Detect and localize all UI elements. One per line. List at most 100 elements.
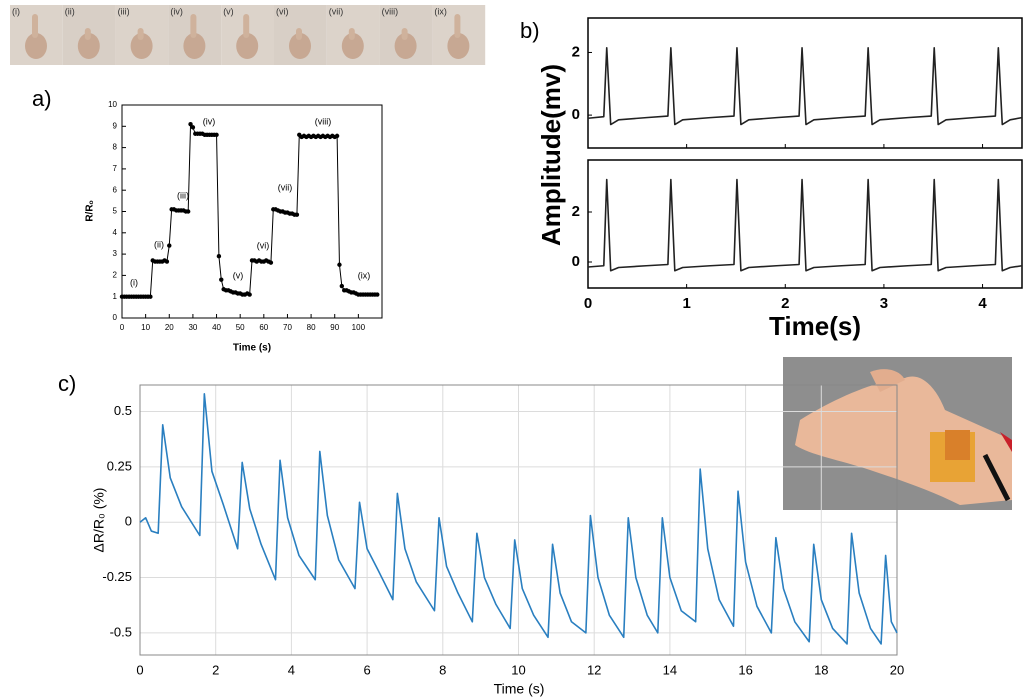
finger — [190, 14, 197, 38]
data-line — [122, 123, 378, 298]
y-tick-label: 8 — [113, 143, 118, 152]
x-tick-label: 6 — [363, 662, 370, 677]
y-tick-label: 2 — [113, 271, 118, 280]
x-tick-label: 16 — [738, 662, 752, 677]
x-tick-label: 0 — [584, 295, 592, 312]
hand-blob — [236, 33, 259, 59]
hand-blob — [394, 33, 417, 59]
gesture-label: (v) — [223, 6, 234, 16]
x-tick-label: 60 — [259, 323, 268, 332]
data-point — [247, 292, 252, 297]
finger — [296, 28, 302, 40]
clip — [1000, 432, 1012, 452]
y-tick-label: 0 — [113, 313, 118, 322]
hand-blob — [130, 33, 153, 59]
gesture-photo: (iii) — [115, 5, 169, 65]
x-tick-label: 18 — [814, 662, 828, 677]
gesture-label: (vii) — [329, 6, 344, 16]
x-tick-label: 8 — [439, 662, 446, 677]
hand-blob — [183, 33, 206, 59]
panel-label: a) — [32, 86, 52, 111]
x-tick-label: 100 — [352, 323, 366, 332]
y-tick-label: 9 — [113, 121, 118, 130]
y-tick-label: 0 — [125, 514, 132, 529]
probe-wire — [982, 453, 1011, 502]
data-point — [268, 260, 274, 265]
y-axis-label: R/Rₒ — [85, 200, 96, 221]
data-point — [185, 209, 191, 214]
x-tick-label: 3 — [880, 295, 888, 312]
x-tick-label: 20 — [890, 662, 904, 677]
y-tick-label: 4 — [113, 228, 118, 237]
plot-area: 02 — [572, 17, 1023, 149]
plot-area: 0 2 0 1 2 3 4 — [572, 159, 1023, 312]
finger — [243, 14, 250, 38]
finger — [401, 28, 408, 40]
data-point — [214, 132, 219, 138]
hand-blob — [289, 33, 311, 59]
gesture-label: (ix) — [434, 6, 447, 16]
gesture-photo: (i) — [10, 5, 63, 65]
finger — [84, 28, 91, 40]
x-axis-label: Time (s) — [494, 681, 545, 697]
axes-frame — [587, 17, 1023, 149]
y-axis-label: ΔR/R₀ (%) — [91, 488, 107, 553]
gesture-photo: (ix) — [432, 5, 486, 65]
x-axis-label: Time (s) — [233, 343, 271, 354]
gesture-photo: (iv) — [168, 5, 222, 65]
annotation: (vi) — [257, 240, 270, 250]
hand-blob — [25, 33, 47, 59]
x-tick-label: 4 — [978, 295, 987, 312]
x-tick-label: 10 — [141, 323, 150, 332]
y-tick-label: 7 — [113, 164, 118, 173]
axes-frame — [139, 384, 898, 656]
data-point — [334, 133, 340, 139]
data-line — [587, 46, 1023, 126]
data-line — [587, 178, 1023, 272]
x-tick-label: 80 — [307, 323, 316, 332]
data-point — [339, 283, 345, 289]
gesture-photo: (ii) — [62, 5, 116, 65]
y-tick-label: 5 — [113, 207, 118, 216]
thumb-shape — [870, 369, 905, 392]
hand-blob — [447, 33, 470, 59]
finger — [348, 28, 355, 40]
x-tick-label: 2 — [781, 295, 789, 312]
y-tick-label: -0.25 — [102, 569, 132, 584]
x-tick-label: 12 — [587, 662, 601, 677]
data-point — [216, 254, 222, 259]
gesture-photo: (viii) — [379, 5, 433, 65]
x-tick-label: 30 — [188, 323, 197, 332]
gesture-label: (viii) — [382, 6, 399, 16]
data-point — [219, 277, 224, 282]
hand-blob — [341, 33, 364, 59]
annotation: (v) — [233, 270, 244, 280]
gesture-label: (iii) — [118, 6, 130, 16]
axes-frame — [121, 104, 383, 319]
annotation: (iv) — [203, 116, 216, 126]
gesture-label: (vi) — [276, 6, 289, 16]
gesture-label: (i) — [12, 6, 20, 16]
x-tick-label: 90 — [330, 323, 339, 332]
data-point — [188, 121, 193, 127]
y-axis-label: Amplitude(mv) — [536, 64, 566, 246]
y-tick-label: -0.5 — [110, 624, 132, 639]
panel-label: b) — [520, 18, 540, 43]
panel-label: c) — [58, 371, 76, 396]
annotation: (i) — [130, 277, 138, 287]
hand-blob — [77, 33, 100, 59]
x-tick-label: 50 — [236, 323, 245, 332]
y-tick-label: 0.5 — [114, 403, 132, 418]
x-tick-label: 70 — [283, 323, 292, 332]
y-tick-label: 0 — [572, 253, 580, 270]
x-tick-label: 2 — [212, 662, 219, 677]
finger — [137, 28, 144, 40]
y-tick-label: 0.25 — [107, 458, 132, 473]
gesture-label: (ii) — [65, 6, 75, 16]
y-tick-label: 2 — [572, 43, 580, 60]
data-point — [148, 294, 153, 299]
data-point — [167, 243, 172, 248]
y-tick-label: 2 — [572, 203, 580, 220]
